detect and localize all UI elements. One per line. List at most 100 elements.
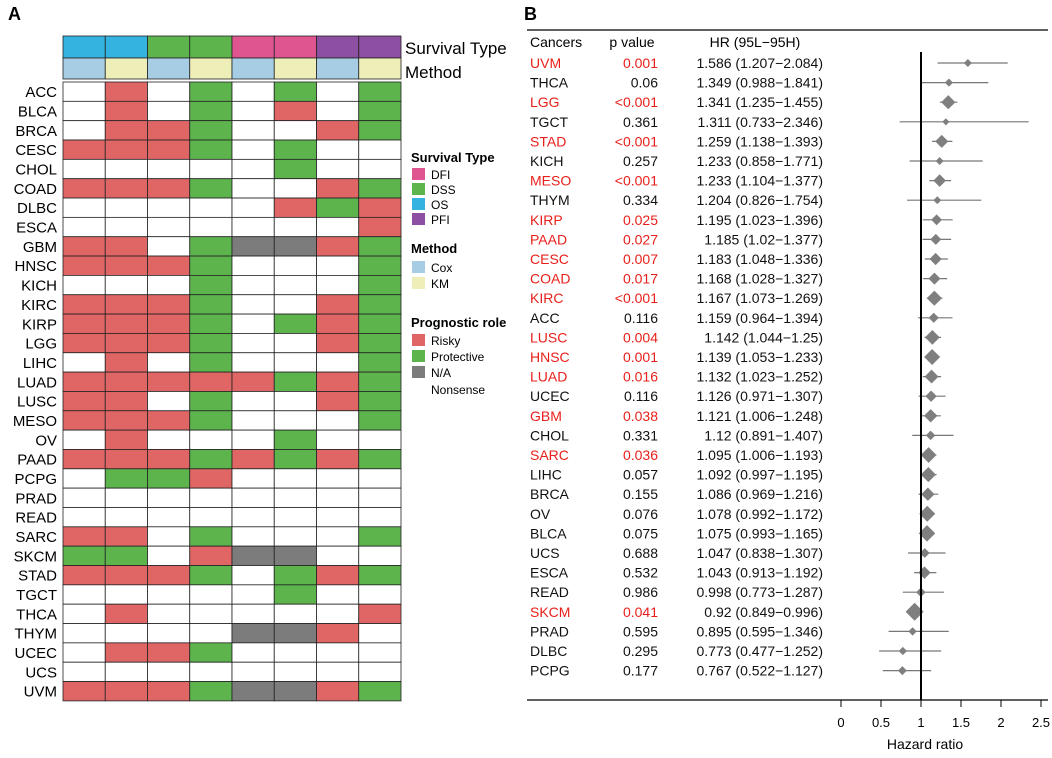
forest-row-meso: MESO <0.001 1.233 (1.104−1.377) [530, 173, 952, 189]
heatmap-cell [358, 565, 402, 586]
heatmap-cell [104, 507, 148, 528]
heatmap-cell [231, 120, 275, 141]
heatmap-cell [316, 681, 360, 702]
heatmap-cell [316, 197, 360, 218]
heatmap-cell [273, 623, 317, 644]
panel-b-label: B [524, 4, 537, 24]
heatmap-cell [104, 313, 148, 334]
heatmap-cell [62, 603, 106, 624]
heatmap-cell [358, 178, 402, 199]
heatmap-cell [104, 139, 148, 160]
heatmap-cell [316, 313, 360, 334]
p-value: 0.038 [623, 408, 658, 424]
forest-row-thym: THYM 0.334 1.204 (0.826−1.754) [530, 192, 982, 208]
heatmap-cells [62, 81, 402, 702]
heatmap-cell [358, 584, 402, 605]
heatmap-cell [231, 603, 275, 624]
heatmap-cell [273, 255, 317, 276]
heatmap-cell [189, 120, 233, 141]
cancer-label: STAD [530, 133, 566, 149]
row-label-tgct: TGCT [16, 587, 57, 604]
hr-value: 0.92 (0.849−0.996) [704, 604, 823, 620]
heatmap-cell [104, 120, 148, 141]
hr-value: 1.043 (0.913−1.192) [697, 565, 824, 581]
hr-point [944, 78, 953, 87]
p-value: 0.361 [623, 114, 658, 130]
heatmap-cell [358, 255, 402, 276]
heatmap-cell [358, 236, 402, 257]
forest-row-kirc: KIRC <0.001 1.167 (1.073−1.269) [530, 290, 943, 306]
heatmap-cell [62, 139, 106, 160]
heatmap-cell [231, 274, 275, 296]
heatmap-cell [104, 584, 148, 605]
heatmap-cell [316, 100, 360, 122]
heatmap-cell [62, 197, 106, 218]
hr-point [908, 627, 917, 636]
row-label-ov: OV [35, 432, 57, 449]
cancer-label: LUAD [530, 369, 567, 385]
heatmap-cell [104, 391, 148, 412]
heatmap-cell [358, 603, 402, 624]
heatmap-cell [273, 642, 317, 663]
hr-value: 1.586 (1.207−2.084) [697, 55, 824, 71]
heatmap-cell [189, 371, 233, 392]
heatmap-cell [147, 545, 191, 566]
heatmap-cell [316, 487, 360, 508]
cancer-label: UVM [530, 55, 561, 71]
heatmap-cell [231, 81, 275, 102]
p-value: 0.004 [623, 329, 658, 345]
x-tick-label: 1 [917, 715, 924, 730]
hr-value: 0.767 (0.522−1.127) [697, 663, 824, 679]
x-tick-label: 2.5 [1032, 715, 1050, 730]
heatmap-cell [231, 507, 275, 528]
hr-point [905, 602, 924, 621]
heatmap-cell [273, 507, 317, 528]
heatmap-cell [231, 255, 275, 276]
forest-row-uvm: UVM 0.001 1.586 (1.207−2.084) [530, 55, 1008, 71]
heatmap-cell [189, 313, 233, 334]
heatmap-cell [231, 468, 275, 489]
heatmap-cell [189, 178, 233, 199]
heatmap-cell [62, 526, 106, 547]
heatmap-cell [104, 487, 148, 508]
row-label-lihc: LIHC [23, 355, 57, 372]
heatmap-cell [104, 429, 148, 450]
method-cell-cox [316, 57, 360, 80]
cancer-label: LIHC [530, 467, 562, 483]
heatmap-cell [104, 449, 148, 470]
p-value: 0.334 [623, 192, 658, 208]
cancer-label: LUSC [530, 329, 567, 345]
heatmap-cell [316, 216, 360, 238]
heatmap-cell [62, 158, 106, 180]
heatmap-cell [189, 487, 233, 508]
heatmap-cell [358, 526, 402, 547]
forest-row-sarc: SARC 0.036 1.095 (1.006−1.193) [530, 447, 937, 463]
heatmap-cell [273, 429, 317, 450]
hr-point [924, 369, 939, 384]
legend-label-nonsense: Nonsense [431, 383, 485, 397]
hr-point [919, 505, 936, 522]
heatmap-cell [147, 391, 191, 412]
forest-row-prad: PRAD 0.595 0.895 (0.595−1.346) [530, 623, 949, 639]
hr-value: 1.349 (0.988−1.841) [697, 75, 824, 91]
hr-point [918, 525, 936, 542]
hr-value: 1.183 (1.048−1.336) [697, 251, 824, 267]
heatmap-cell [104, 255, 148, 276]
hr-value: 1.142 (1.044−1.25) [704, 329, 823, 345]
heatmap-cell [231, 449, 275, 470]
cancer-label: THYM [530, 192, 570, 208]
heatmap-cell [189, 158, 233, 180]
heatmap-cell [147, 178, 191, 199]
p-value: 0.595 [623, 623, 658, 639]
heatmap-cell [358, 468, 402, 489]
heatmap-cell [273, 100, 317, 122]
heatmap-cell [273, 565, 317, 586]
survival-type-cell-dss [189, 35, 233, 59]
heatmap-cell [104, 333, 148, 354]
hr-value: 1.167 (1.073−1.269) [697, 290, 824, 306]
row-label-read: READ [15, 510, 57, 527]
forest-row-ucec: UCEC 0.116 1.126 (0.971−1.307) [530, 388, 946, 404]
hr-value: 1.12 (0.891−1.407) [704, 427, 823, 443]
heatmap-cell [273, 371, 317, 392]
heatmap-cell [104, 410, 148, 431]
